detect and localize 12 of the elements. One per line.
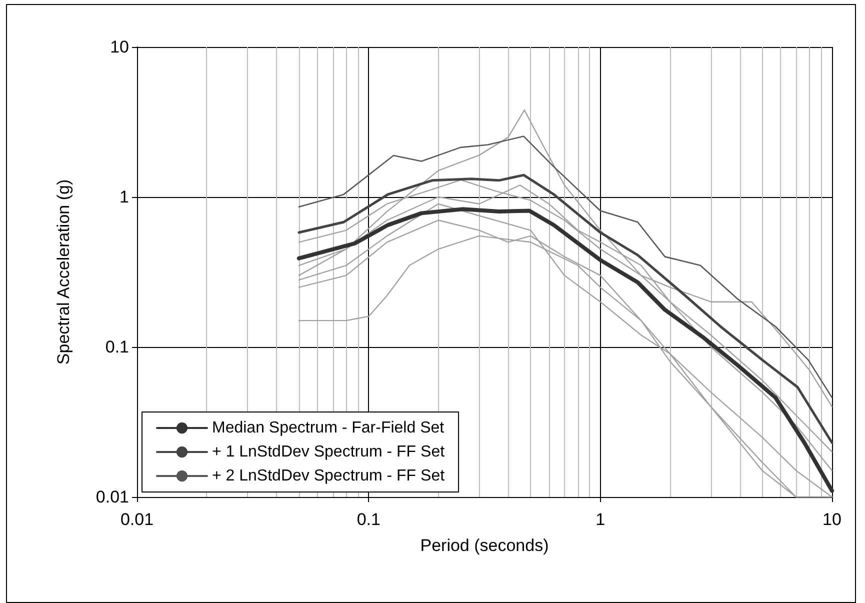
y-tick-label: 10: [110, 38, 129, 56]
x-tick-label: 10: [822, 510, 842, 529]
x-axis-title: Period (seconds): [420, 536, 549, 555]
y-axis-title: Spectral Acceleration (g): [54, 179, 73, 365]
x-tick-label: 1: [596, 510, 606, 529]
y-tick-label: 1: [120, 188, 129, 206]
legend-label: + 2 LnStdDev Spectrum - FF Set: [212, 468, 446, 484]
legend-label: + 1 LnStdDev Spectrum - FF Set: [212, 444, 446, 460]
x-tick-label: 0.1: [356, 510, 380, 529]
y-tick-label: 0.1: [105, 338, 129, 356]
legend-label: Median Spectrum - Far-Field Set: [212, 420, 445, 436]
y-tick-label: 0.01: [96, 488, 129, 506]
